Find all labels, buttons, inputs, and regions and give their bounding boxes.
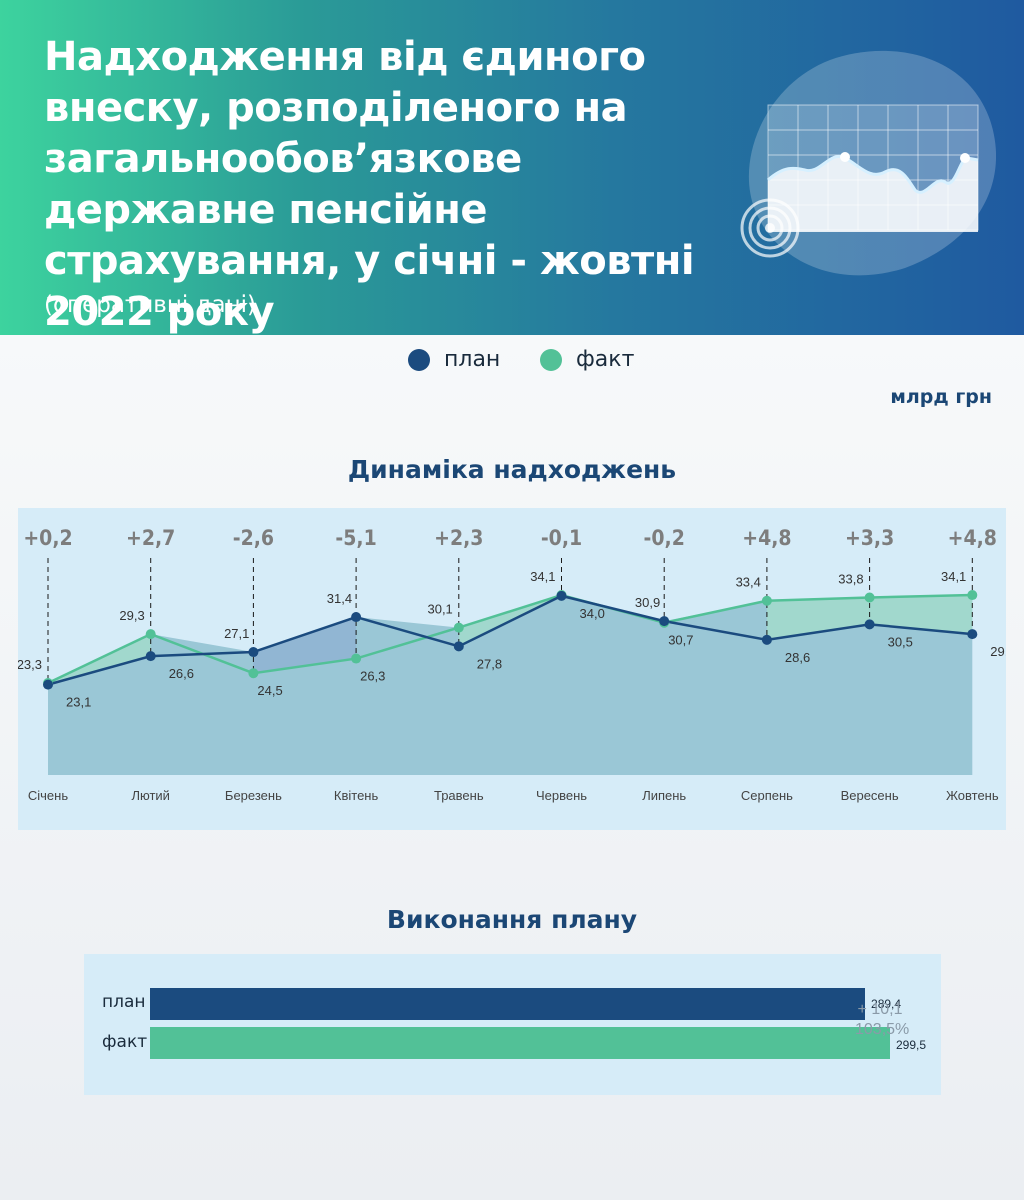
plan-point — [248, 647, 259, 658]
plan-point — [145, 651, 156, 662]
difference-label: -5,1 — [335, 526, 376, 550]
area-plan-excess — [253, 617, 357, 674]
plan-value-label: 27,8 — [477, 656, 502, 671]
difference-label: -0,1 — [541, 526, 582, 550]
plan-execution-summary: + 10,1 103,5% — [855, 1000, 910, 1040]
plan-value-label: 30,9 — [635, 595, 660, 610]
month-tick-label: Вересень — [841, 788, 899, 803]
difference-label: +2,3 — [434, 526, 483, 550]
fact-value-label: 23,3 — [18, 657, 42, 672]
difference-label: +3,3 — [845, 526, 894, 550]
bar-label-fact: факт — [102, 1032, 148, 1052]
difference-label: +0,2 — [23, 526, 72, 550]
fact-value-label: 33,4 — [736, 575, 761, 590]
difference-label: +4,8 — [742, 526, 791, 550]
chart-decoration-icon — [740, 50, 997, 276]
plan-point — [43, 679, 53, 690]
plan-series-line — [47, 594, 973, 686]
month-tick-label: Січень — [28, 788, 68, 803]
header-banner: Надходження від єдиного внеску, розподіл… — [0, 0, 1024, 335]
fact-value-label: 34,1 — [530, 569, 555, 584]
month-tick-label: Липень — [642, 788, 686, 803]
fact-value-label: 29,3 — [119, 608, 144, 623]
page-title: Надходження від єдиного внеску, розподіл… — [44, 34, 695, 335]
unit-label: млрд грн — [890, 386, 992, 408]
plan-point — [761, 634, 772, 645]
plan-point — [864, 619, 875, 630]
fact-value-label: 30,1 — [427, 602, 452, 617]
bar-fact-value: 299,5 — [896, 1038, 927, 1052]
month-tick-label: Квітень — [334, 788, 379, 803]
line-chart-panel: 23,1 23,3 26,6 29,3 27,1 24,5 31,4 26,3 27,8 30,1… — [18, 508, 1006, 830]
fact-value-label: 34,1 — [941, 569, 966, 584]
line-chart: 23,1 23,3 26,6 29,3 27,1 24,5 31,4 26,3 27,8 30,1… — [18, 526, 1006, 803]
bar-label-plan: план — [102, 992, 146, 1012]
plan-value-label: 31,4 — [327, 591, 352, 606]
plan-point — [453, 641, 464, 652]
plan-value-label: 30,5 — [888, 634, 913, 649]
fact-point — [145, 629, 156, 640]
fact-point — [248, 668, 259, 679]
line-chart-title: Динаміка надходжень — [347, 455, 677, 484]
bar-chart-panel: план факт 289,4 299,5 + 10,1 103,5% — [84, 954, 941, 1095]
area-fact-excess — [766, 597, 870, 640]
bar-chart-title: Виконання плану — [386, 905, 638, 934]
fact-point — [864, 592, 875, 603]
month-tick-label: Травень — [434, 788, 484, 803]
fact-value-label: 30,7 — [668, 633, 693, 648]
fact-value-label: 24,5 — [257, 683, 282, 698]
chart-legend: план факт — [0, 345, 1024, 375]
legend-fact-dot — [540, 348, 562, 371]
plan-point — [659, 616, 670, 627]
legend-fact: факт — [540, 347, 634, 372]
plan-value-label: 29,3 — [990, 644, 1006, 659]
area-fact-excess — [869, 595, 973, 635]
plan-point — [351, 612, 362, 623]
month-tick-label: Серпень — [741, 788, 793, 803]
page-subtitle: (оперативні дані) — [44, 292, 256, 318]
legend-plan: план — [408, 347, 500, 372]
legend-plan-dot — [408, 348, 430, 371]
fact-value-label: 26,3 — [360, 669, 385, 684]
bar-difference: + 10,1 — [857, 1001, 903, 1018]
fact-value-label: 33,8 — [838, 571, 863, 586]
legend-fact-label: факт — [576, 347, 635, 372]
plan-value-label: 34,0 — [580, 606, 605, 621]
bar-plan-value: 289,4 — [871, 997, 902, 1011]
month-tick-label: Лютий — [131, 788, 169, 803]
legend-plan-label: план — [444, 347, 501, 372]
plan-value-label: 23,1 — [66, 695, 91, 710]
month-tick-label: Червень — [536, 788, 587, 803]
bar-plan — [150, 988, 866, 1020]
fact-point — [453, 622, 464, 633]
bar-percent: 103,5% — [855, 1021, 910, 1038]
plan-value-label: 27,1 — [224, 626, 249, 641]
difference-label: +2,7 — [126, 526, 175, 550]
plan-point — [967, 629, 978, 640]
plan-value-label: 26,6 — [169, 666, 194, 681]
plan-value-label: 28,6 — [785, 650, 810, 665]
plan-point — [556, 590, 567, 601]
month-tick-label: Березень — [225, 788, 282, 803]
fact-point — [351, 653, 362, 664]
difference-label: -0,2 — [644, 526, 685, 550]
month-tick-label: Жовтень — [946, 788, 999, 803]
fact-point — [967, 590, 978, 601]
bar-fact — [150, 1027, 890, 1059]
difference-label: +4,8 — [948, 526, 997, 550]
fact-point — [761, 595, 772, 606]
area-fill — [48, 595, 973, 775]
difference-label: -2,6 — [233, 526, 274, 550]
